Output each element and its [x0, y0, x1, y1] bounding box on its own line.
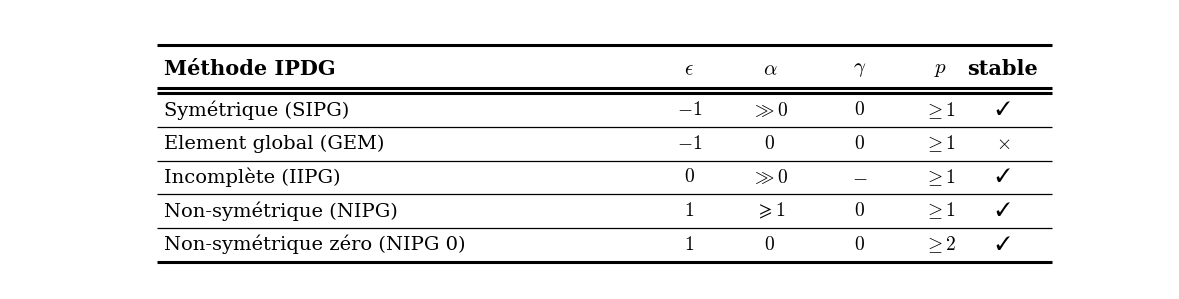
Text: $0$: $0$ [764, 135, 776, 153]
Text: $p$: $p$ [934, 60, 947, 79]
Text: $0$: $0$ [854, 101, 865, 119]
Text: $0$: $0$ [764, 236, 776, 254]
Text: $0$: $0$ [854, 202, 865, 220]
Text: $\checkmark$: $\checkmark$ [995, 202, 1010, 220]
Text: $\gg 0$: $\gg 0$ [751, 168, 789, 187]
Text: Symétrique (SIPG): Symétrique (SIPG) [164, 100, 349, 120]
Text: Incomplète (IIPG): Incomplète (IIPG) [164, 168, 341, 187]
Text: $\checkmark$: $\checkmark$ [995, 101, 1010, 119]
Text: $\geq 1$: $\geq 1$ [924, 133, 956, 154]
Text: Element global (GEM): Element global (GEM) [164, 135, 384, 153]
Bar [157, 194, 1052, 228]
Text: $0$: $0$ [854, 135, 865, 153]
Bar [157, 228, 1052, 262]
Text: stable: stable [967, 59, 1038, 79]
Text: $-1$: $-1$ [677, 135, 702, 153]
Text: $-$: $-$ [851, 168, 868, 187]
Text: $\geqslant 1$: $\geqslant 1$ [755, 201, 785, 221]
Text: $\gamma$: $\gamma$ [852, 60, 867, 79]
Bar [157, 127, 1052, 161]
Bar [157, 93, 1052, 127]
Text: $\geq 1$: $\geq 1$ [924, 201, 956, 222]
Text: Non-symétrique zéro (NIPG 0): Non-symétrique zéro (NIPG 0) [164, 235, 466, 254]
Text: $\times$: $\times$ [995, 135, 1010, 153]
Bar [157, 161, 1052, 194]
Text: $\geq 1$: $\geq 1$ [924, 167, 956, 188]
Text: $\checkmark$: $\checkmark$ [995, 236, 1010, 254]
Text: $0$: $0$ [854, 236, 865, 254]
Text: Méthode IPDG: Méthode IPDG [164, 59, 336, 79]
Text: $-1$: $-1$ [677, 101, 702, 119]
Text: Non-symétrique (NIPG): Non-symétrique (NIPG) [164, 201, 397, 221]
Text: $\geq 2$: $\geq 2$ [923, 234, 956, 255]
Text: $0$: $0$ [684, 168, 694, 187]
Text: $1$: $1$ [684, 202, 694, 220]
Text: $1$: $1$ [684, 236, 694, 254]
Text: $\alpha$: $\alpha$ [763, 60, 777, 79]
Text: $\epsilon$: $\epsilon$ [684, 60, 694, 79]
Text: $\gg 0$: $\gg 0$ [751, 101, 789, 120]
Text: $\geq 1$: $\geq 1$ [924, 100, 956, 120]
Text: $\checkmark$: $\checkmark$ [995, 168, 1010, 187]
